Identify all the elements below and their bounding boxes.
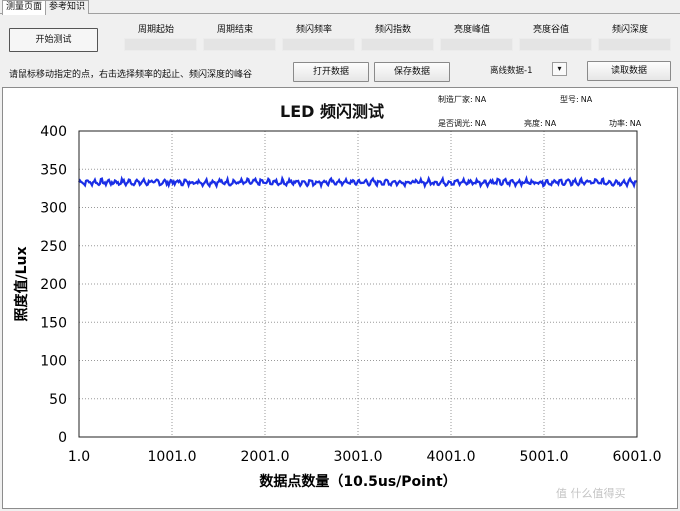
- y-tick-label: 300: [40, 201, 67, 217]
- tab-bar-line: [0, 13, 680, 14]
- header-brightness-valley: 亮度谷值: [532, 25, 569, 35]
- x-tick-label: 6001.0: [613, 449, 662, 465]
- chart-title: LED 频闪测试: [280, 102, 384, 121]
- chevron-down-icon[interactable]: ▾: [552, 62, 567, 76]
- x-tick-label: 2001.0: [241, 449, 290, 465]
- plot-frame: [78, 130, 638, 438]
- x-tick-label: 1.0: [68, 449, 90, 465]
- y-tick-label: 350: [40, 162, 67, 178]
- y-tick-label: 50: [49, 392, 67, 408]
- start-test-button[interactable]: 开始测试: [9, 28, 98, 52]
- y-tick-label: 0: [58, 430, 67, 446]
- meta-brightness-value: NA: [544, 119, 557, 128]
- meta-power-value: NA: [629, 119, 642, 128]
- header-flicker-depth: 频闪深度: [611, 25, 648, 35]
- meta-model-value: NA: [580, 95, 593, 104]
- period-start-field: [124, 38, 197, 51]
- y-tick-label: 150: [40, 315, 67, 331]
- header-brightness-peak: 亮度峰值: [453, 25, 490, 35]
- meta-dimmable-label: 是否调光:: [438, 119, 473, 128]
- header-period-start: 周期起始: [137, 25, 174, 35]
- y-tick-label: 400: [40, 124, 67, 140]
- save-data-button[interactable]: 保存数据: [374, 62, 450, 82]
- meta-dimmable-value: NA: [474, 119, 487, 128]
- meta-brightness-label: 亮度:: [524, 119, 543, 128]
- meta-model: 型号: NA: [560, 94, 592, 105]
- watermark: 值 什么值得买: [556, 487, 626, 500]
- chart-panel: [2, 87, 678, 509]
- instruction-hint: 请鼠标移动指定的点，右击选择频率的起止、频闪深度的峰谷: [9, 70, 253, 80]
- tab-measure[interactable]: 测量页面: [2, 0, 47, 15]
- x-axis-label: 数据点数量（10.5us/Point）: [259, 473, 456, 490]
- y-tick-label: 200: [40, 277, 67, 293]
- flicker-index-field: [361, 38, 434, 51]
- header-flicker-index: 频闪指数: [374, 25, 411, 35]
- y-axis-label: 照度值/Lux: [13, 246, 30, 321]
- brightness-valley-field: [519, 38, 592, 51]
- flicker-frequency-field: [282, 38, 355, 51]
- x-tick-label: 4001.0: [427, 449, 476, 465]
- read-data-button[interactable]: 读取数据: [587, 61, 671, 81]
- meta-manufacturer-label: 制造厂家:: [438, 95, 473, 104]
- meta-manufacturer-value: NA: [474, 95, 487, 104]
- offline-data-select[interactable]: 离线数据-1: [490, 66, 533, 76]
- meta-dimmable: 是否调光: NA: [438, 118, 486, 129]
- brightness-peak-field: [440, 38, 513, 51]
- x-tick-label: 1001.0: [148, 449, 197, 465]
- meta-power: 功率: NA: [609, 118, 641, 129]
- flicker-depth-field: [598, 38, 671, 51]
- flicker-series-line: [78, 175, 638, 190]
- header-flicker-frequency: 频闪频率: [295, 25, 332, 35]
- y-tick-label: 100: [40, 354, 67, 370]
- y-tick-label: 250: [40, 239, 67, 255]
- period-end-field: [203, 38, 276, 51]
- meta-power-label: 功率:: [609, 119, 628, 128]
- meta-brightness: 亮度: NA: [524, 118, 556, 129]
- open-data-button[interactable]: 打开数据: [293, 62, 369, 82]
- header-period-end: 周期结束: [216, 25, 253, 35]
- x-tick-label: 3001.0: [334, 449, 383, 465]
- x-tick-label: 5001.0: [520, 449, 569, 465]
- meta-manufacturer: 制造厂家: NA: [438, 94, 486, 105]
- meta-model-label: 型号:: [560, 95, 579, 104]
